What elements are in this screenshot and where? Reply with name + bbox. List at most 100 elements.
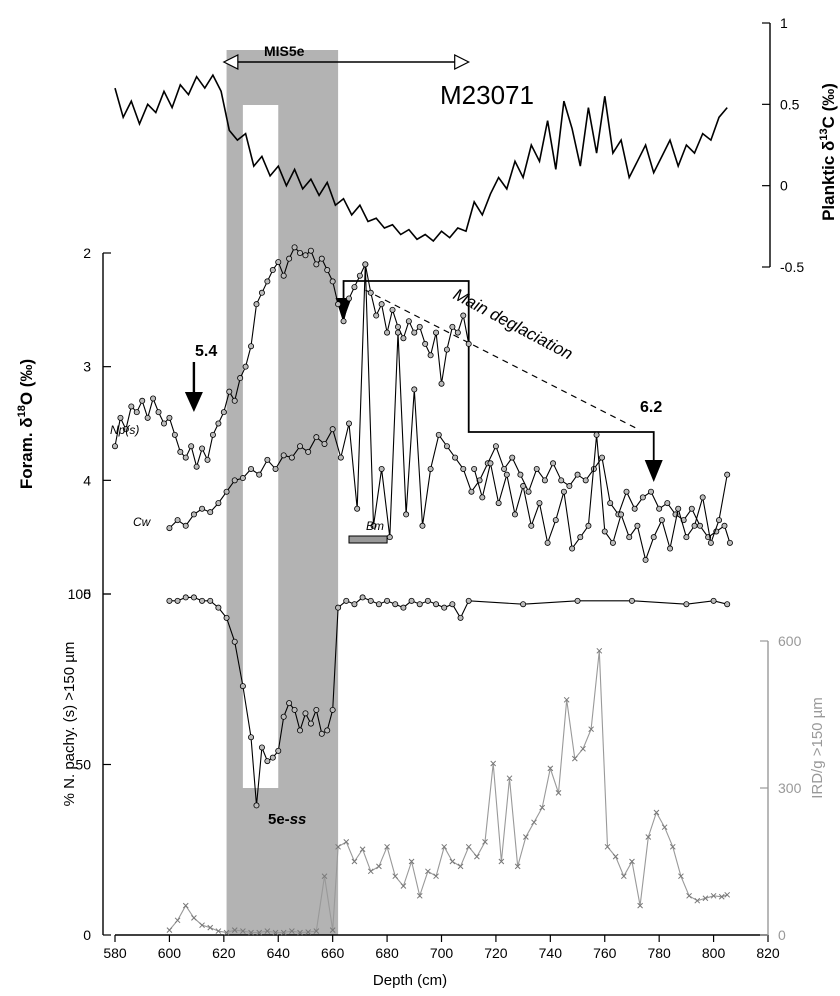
d18o-data-point (618, 511, 625, 518)
d18o-data-point (501, 465, 508, 472)
pachy-data-point (400, 604, 407, 611)
d18o-data-point (182, 522, 189, 529)
ird-data-point (240, 928, 246, 934)
ird-data-point (457, 863, 464, 870)
pachy-data-point (258, 744, 265, 751)
pachy-data-point (710, 597, 717, 604)
ird-data-point (702, 895, 709, 902)
d18o-data-point (656, 505, 663, 512)
d13c-title-main: Planktic δ (819, 141, 838, 221)
d18o-data-point (707, 539, 714, 546)
d18o-data-point (517, 471, 524, 478)
ss-label-main: 5e- (268, 811, 290, 828)
d18o-data-point (321, 440, 328, 447)
d18o-data-point (231, 397, 238, 404)
d18o-data-point (112, 443, 119, 450)
d18o-title-main: Foram. δ (17, 417, 36, 489)
ird-data-point (661, 824, 668, 831)
d18o-data-point (422, 340, 429, 347)
d13c-tick-label: 1 (780, 15, 788, 31)
mis5e-label: MIS5e (264, 43, 305, 59)
d18o-data-point (302, 252, 309, 259)
ird-data-point (215, 928, 222, 934)
ird-data-point (555, 790, 562, 796)
ird-data-point (231, 927, 238, 933)
d13c-tick-label: 0 (780, 178, 788, 194)
d18o-data-point (139, 397, 146, 404)
cw-series-label: Cw (133, 515, 152, 529)
pachy-data-point (343, 597, 350, 604)
pachy-data-point (683, 601, 690, 608)
x-tick-label: 720 (484, 945, 508, 961)
ird-data-point (207, 924, 214, 931)
d18o-data-point (495, 500, 502, 507)
pachy-data-point (223, 614, 230, 621)
d18o-data-point (199, 505, 206, 512)
ird-data-point (449, 858, 456, 865)
d18o-data-point (275, 259, 282, 266)
ird-data-point (465, 843, 472, 850)
ird-data-point (498, 858, 505, 865)
pachy-data-point (318, 730, 325, 737)
d18o-data-point (242, 363, 249, 370)
axes: 580 600 620 640 660 680 700 720 740 760 780 800 820 1… (68, 15, 805, 961)
pachy-data-point (264, 758, 271, 765)
d18o-data-point (574, 471, 581, 478)
pachy-data-point (286, 700, 293, 707)
d18o-data-point (541, 477, 548, 484)
d18o-data-point (471, 465, 478, 472)
ird-data-point (522, 834, 529, 840)
d18o-data-point (642, 556, 649, 563)
arrow-5-4-head (184, 392, 203, 412)
x-tick-label: 760 (593, 945, 617, 961)
ird-data-point (580, 745, 586, 752)
d18o-data-point (525, 488, 532, 495)
d18o-data-point (220, 409, 227, 416)
d18o-data-point (329, 278, 336, 285)
d18o-data-point (427, 465, 434, 472)
ird-data-point (571, 755, 578, 762)
ird-data-point (223, 929, 230, 936)
ird-data-point (264, 928, 271, 934)
d18o-data-point (443, 443, 450, 450)
d18o-data-point (650, 534, 657, 541)
d18o-data-point (664, 500, 671, 507)
pachy-data-point (280, 713, 287, 720)
pachy-data-point (215, 604, 222, 611)
d13c-axis-title: Planktic δ13C (‰) (818, 83, 838, 221)
bm-bar (348, 535, 388, 544)
d18o-data-point (356, 272, 363, 279)
d18o-data-point (487, 460, 494, 467)
pachy-tick-label: 100 (68, 586, 92, 602)
ird-data-point (629, 858, 635, 865)
d18o-data-point (460, 312, 467, 319)
d18o-data-point (452, 454, 459, 461)
d18o-data-point (297, 443, 304, 450)
ird-data-point (248, 929, 254, 936)
d18o-data-point (726, 539, 733, 546)
pachy-data-point (335, 604, 342, 611)
d18o-data-point (520, 483, 527, 490)
pachy-data-point (190, 594, 197, 601)
d18o-data-point (683, 534, 690, 541)
d18o-data-point (313, 261, 320, 268)
d18o-data-point (536, 500, 543, 507)
d18o-data-point (716, 517, 723, 524)
x-tick-label: 660 (321, 945, 345, 961)
d18o-data-point (566, 483, 573, 490)
ird-tick-label: 0 (778, 927, 786, 943)
d18o-data-point (280, 452, 287, 459)
d18o-data-point (394, 329, 401, 336)
d18o-data-point (351, 284, 358, 291)
d18o-data-point (223, 488, 230, 495)
deglaciation-bracket (342, 280, 655, 460)
ird-data-point (272, 929, 279, 936)
x-tick-label: 580 (103, 945, 127, 961)
d18o-data-point (264, 278, 271, 285)
d18o-data-point (370, 522, 377, 529)
ird-data-point (321, 873, 328, 880)
chart-title: M23071 (440, 80, 534, 110)
d18o-data-point (177, 448, 184, 455)
ird-data-point (596, 647, 603, 654)
